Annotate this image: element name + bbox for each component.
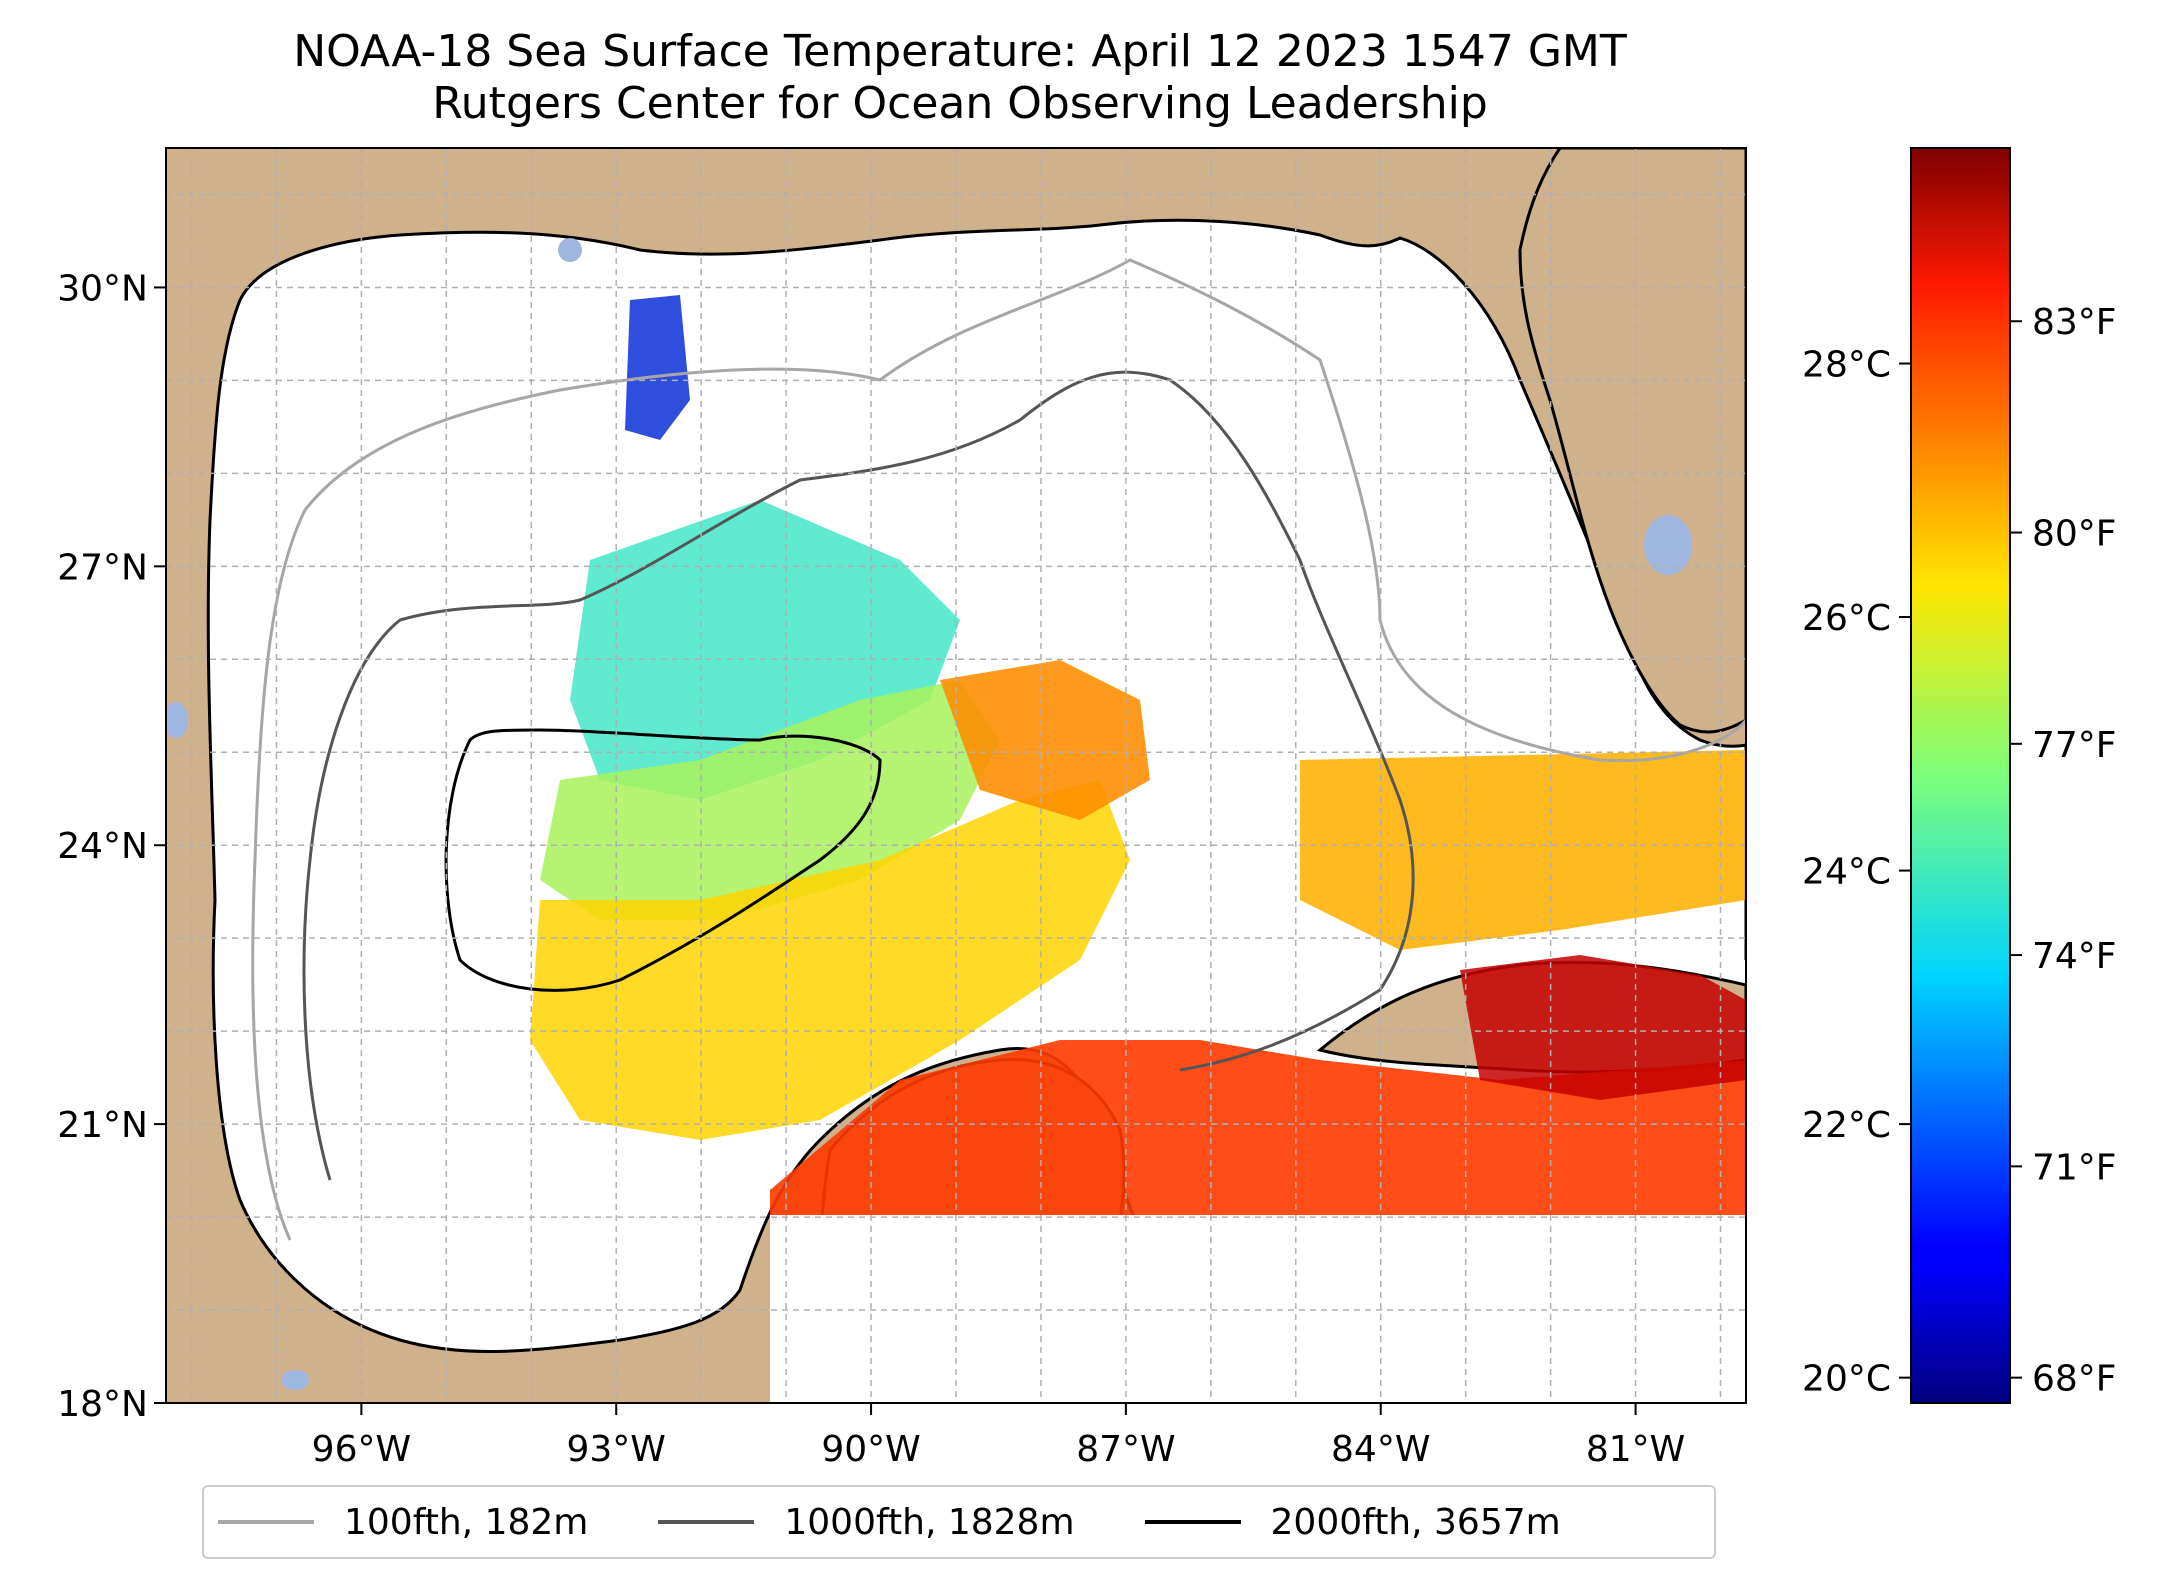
title-line-2: Rutgers Center for Ocean Observing Leade… — [432, 78, 1488, 129]
colorbar: 20°C 22°C 24°C 26°C 28°C 68°F 71°F 74°F 77°F 80°… — [1802, 147, 2117, 1404]
celsius-tick-label: 26°C — [1802, 598, 1891, 639]
legend-swatch-1000fth — [658, 1520, 755, 1524]
legend-swatch-100fth — [218, 1520, 314, 1524]
sst-blue-patch — [625, 295, 690, 440]
sst-swath — [530, 295, 1746, 1215]
sst-darkred-core — [1460, 955, 1746, 1100]
fahrenheit-tick-label: 80°F — [2032, 514, 2117, 555]
legend-label: 100fth, 182m — [344, 1501, 589, 1543]
lon-tick-label: 90°W — [821, 1429, 920, 1470]
lakes — [166, 238, 1692, 1390]
lon-tick-label: 96°W — [312, 1429, 411, 1470]
title-line-1: NOAA-18 Sea Surface Temperature: April 1… — [293, 26, 1627, 77]
legend-label: 1000fth, 1828m — [784, 1501, 1075, 1543]
fahrenheit-tick-label: 68°F — [2032, 1359, 2117, 1400]
sst-red-south — [770, 1040, 1746, 1215]
contour-legend: 100fth, 182m 1000fth, 1828m 2000fth, 365… — [202, 1485, 1716, 1559]
sst-orange-band — [940, 660, 1150, 820]
sst-yellow-band — [530, 780, 1130, 1140]
gridlines — [166, 148, 1746, 1403]
chart-title: NOAA-18 Sea Surface Temperature: April 1… — [0, 26, 1920, 130]
map-panel — [166, 148, 1746, 1403]
lat-tick-label: 21°N — [57, 1105, 148, 1146]
legend-entry: 1000fth, 1828m — [658, 1501, 1075, 1543]
lon-tick-label: 87°W — [1076, 1429, 1175, 1470]
legend-entry: 100fth, 182m — [218, 1502, 588, 1543]
lat-tick-label: 18°N — [57, 1384, 148, 1425]
celsius-tick-label: 24°C — [1802, 852, 1891, 893]
map-frame — [165, 147, 1747, 1404]
fahrenheit-tick-label: 71°F — [2032, 1147, 2117, 1188]
colorbar-celsius-axis: 20°C 22°C 24°C 26°C 28°C — [1802, 345, 1911, 1400]
florida-land — [1518, 148, 1746, 734]
latitude-axis: 18°N 21°N 24°N 27°N 30°N — [57, 268, 166, 1425]
contour-2000fth — [444, 728, 882, 992]
legend-label: 2000fth, 3657m — [1270, 1501, 1561, 1543]
lat-tick-label: 24°N — [57, 826, 148, 867]
lat-tick-label: 27°N — [57, 547, 148, 588]
lat-tick-label: 30°N — [57, 268, 148, 309]
colorbar-gradient — [1910, 147, 2011, 1404]
lon-tick-label: 84°W — [1331, 1429, 1430, 1470]
contour-1000fth — [302, 370, 1415, 1181]
celsius-tick-label: 22°C — [1802, 1105, 1891, 1146]
fahrenheit-tick-label: 77°F — [2032, 725, 2117, 766]
lon-tick-label: 81°W — [1586, 1429, 1685, 1470]
celsius-tick-label: 28°C — [1802, 345, 1891, 386]
fahrenheit-tick-label: 74°F — [2032, 936, 2117, 977]
lon-tick-label: 93°W — [567, 1429, 666, 1470]
celsius-tick-label: 20°C — [1802, 1359, 1891, 1400]
legend-entry: 2000fth, 3657m — [1144, 1501, 1561, 1543]
fahrenheit-tick-label: 83°F — [2032, 302, 2117, 343]
contour-100fth — [251, 258, 1746, 1241]
colorbar-fahrenheit-axis: 68°F 71°F 74°F 77°F 80°F 83°F — [2010, 302, 2117, 1400]
legend-swatch-2000fth — [1144, 1520, 1241, 1524]
no-data-band — [770, 1215, 1746, 1403]
longitude-axis: 96°W 93°W 90°W 87°W 84°W 81°W — [312, 1403, 1685, 1470]
